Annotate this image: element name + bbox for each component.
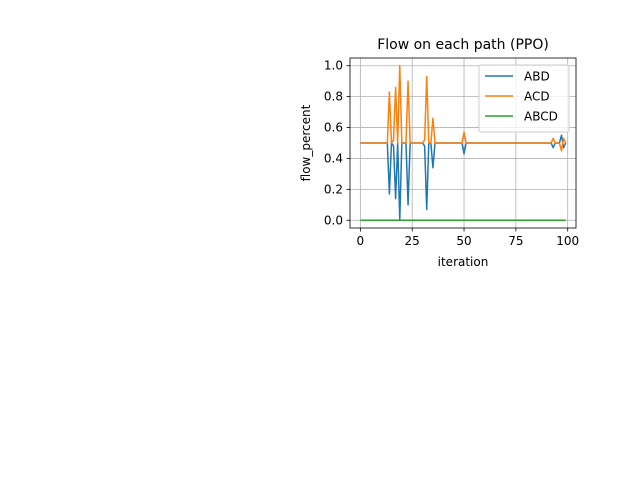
legend-label-abcd: ABCD bbox=[524, 110, 558, 124]
ticks: 0 25 50 75 100 0.0 0.2 0.4 0.6 0.8 1.0 bbox=[324, 59, 579, 248]
y-axis-label: flow_percent bbox=[299, 104, 313, 181]
y-tick-label: 0.6 bbox=[324, 121, 343, 135]
x-tick-label: 50 bbox=[456, 234, 471, 248]
series-line-abd bbox=[360, 134, 567, 222]
series-lines bbox=[360, 64, 567, 222]
legend: ABD ACD ABCD bbox=[478, 64, 570, 133]
series-line-acd bbox=[360, 64, 567, 152]
x-tick-label: 100 bbox=[556, 234, 579, 248]
y-tick-label: 0.8 bbox=[324, 90, 343, 104]
x-tick-label: 75 bbox=[508, 234, 523, 248]
y-tick-label: 0.0 bbox=[324, 213, 343, 227]
x-axis-label: iteration bbox=[438, 255, 489, 269]
y-tick-label: 0.2 bbox=[324, 182, 343, 196]
axes-frame bbox=[349, 57, 577, 229]
legend-label-acd: ACD bbox=[524, 90, 550, 104]
legend-label-abd: ABD bbox=[524, 70, 550, 84]
x-tick-label: 25 bbox=[405, 234, 420, 248]
x-tick-label: 0 bbox=[357, 234, 365, 248]
chart-title: Flow on each path (PPO) bbox=[377, 37, 549, 53]
y-tick-label: 1.0 bbox=[324, 59, 343, 73]
y-tick-label: 0.4 bbox=[324, 151, 343, 165]
